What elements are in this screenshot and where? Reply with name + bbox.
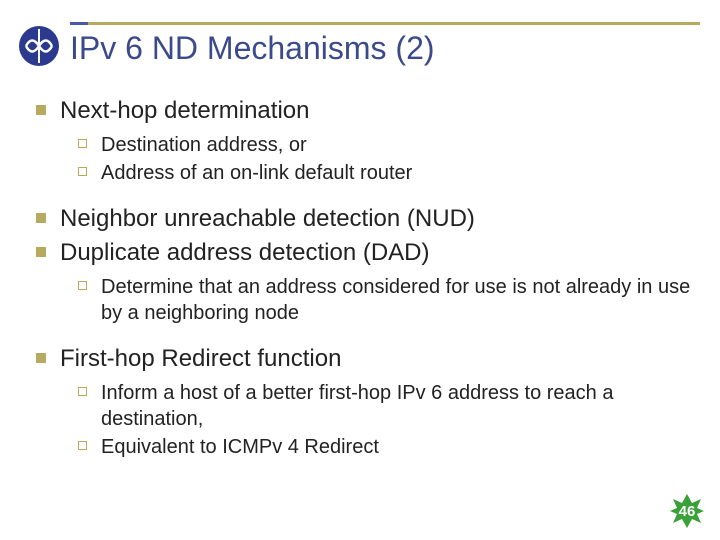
square-bullet-icon [36,247,46,257]
bullet-text: First-hop Redirect function [60,344,341,374]
open-square-bullet-icon [78,441,87,450]
open-square-bullet-icon [78,387,87,396]
bullet-l2: Destination address, or [78,132,700,158]
content-area: Next-hop determination Destination addre… [36,96,700,478]
sub-bullet-text: Destination address, or [101,132,307,158]
open-square-bullet-icon [78,139,87,148]
sub-bullets: Destination address, or Address of an on… [78,132,700,186]
title-underline [70,22,700,25]
page-number: 46 [679,503,696,520]
page-number-badge: 46 [670,494,704,528]
logo [18,25,60,67]
square-bullet-icon [36,105,46,115]
open-square-bullet-icon [78,281,87,290]
bullet-l1: Duplicate address detection (DAD) [36,238,700,268]
bullet-l2: Address of an on-link default router [78,160,700,186]
sub-bullet-text: Equivalent to ICMPv 4 Redirect [101,434,379,460]
open-square-bullet-icon [78,167,87,176]
bullet-text: Neighbor unreachable detection (NUD) [60,204,475,234]
bullet-text: Next-hop determination [60,96,309,126]
sub-bullet-text: Address of an on-link default router [101,160,412,186]
bullet-l2: Inform a host of a better first-hop IPv … [78,380,700,432]
bullet-text: Duplicate address detection (DAD) [60,238,430,268]
sub-bullet-text: Determine that an address considered for… [101,274,700,326]
logo-icon [18,25,60,67]
bullet-l1: Neighbor unreachable detection (NUD) [36,204,700,234]
sub-bullets: Determine that an address considered for… [78,274,700,326]
bullet-l1: Next-hop determination [36,96,700,126]
bullet-l1: First-hop Redirect function [36,344,700,374]
sub-bullet-text: Inform a host of a better first-hop IPv … [101,380,700,432]
slide-title: IPv 6 ND Mechanisms (2) [70,30,435,67]
sub-bullets: Inform a host of a better first-hop IPv … [78,380,700,460]
square-bullet-icon [36,213,46,223]
bullet-l2: Equivalent to ICMPv 4 Redirect [78,434,700,460]
square-bullet-icon [36,353,46,363]
bullet-l2: Determine that an address considered for… [78,274,700,326]
